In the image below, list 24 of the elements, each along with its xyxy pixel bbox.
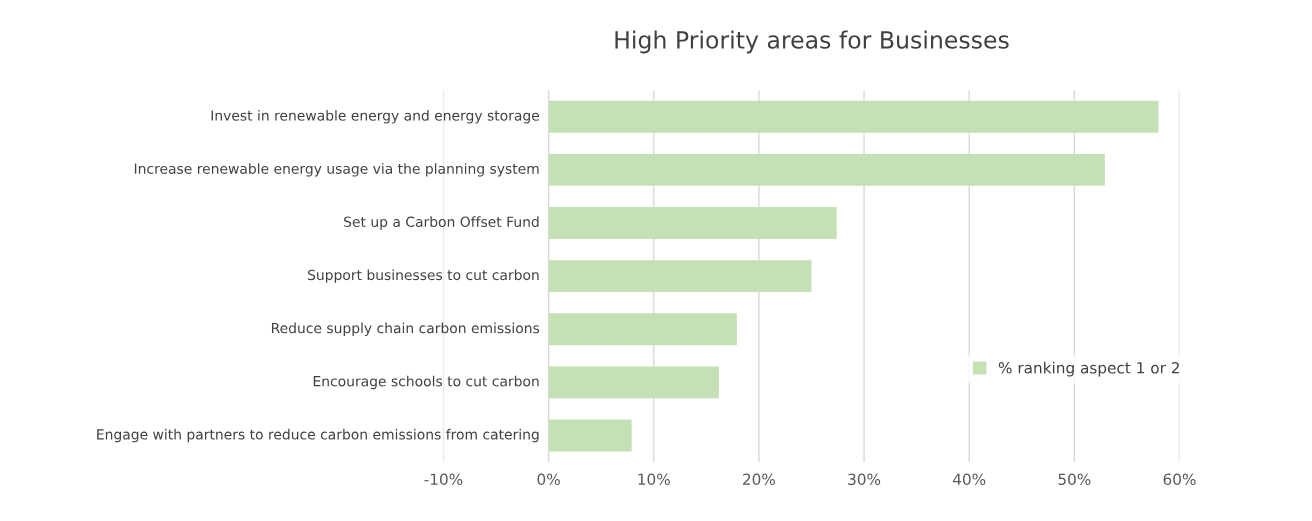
y-tick-label: Reduce supply chain carbon emissions [271,322,540,336]
x-tick-label: -10% [424,473,463,486]
y-tick-label: Increase renewable energy usage via the planning system [134,163,539,177]
x-tick-label: 0% [537,473,560,486]
y-tick-label: Set up a Carbon Offset Fund [344,216,539,230]
bar [548,366,719,399]
y-tick-label: Encourage schools to cut carbon [313,375,539,390]
y-tick-label: Invest in renewable energy and energy storage [211,109,540,124]
x-tick-label: 10% [638,473,670,486]
y-tick-label: Support businesses to cut carbon [308,269,539,283]
x-tick-label: 20% [743,473,776,486]
chart-title: High Priority areas for Businesses [615,30,1009,54]
legend-label: % ranking aspect 1 or 2 [998,361,1179,377]
x-tick-label: 50% [1058,473,1091,486]
bar [548,153,1105,186]
bar [548,207,837,239]
x-tick-label: 60% [1163,473,1196,486]
y-tick-label: Engage with partners to reduce carbon emissions from catering [97,428,539,443]
x-tick-label: 40% [952,473,986,486]
x-tick-label: 30% [848,473,881,486]
bar [548,313,737,346]
bar [548,260,812,293]
bar [548,419,632,452]
bar [548,100,1159,133]
